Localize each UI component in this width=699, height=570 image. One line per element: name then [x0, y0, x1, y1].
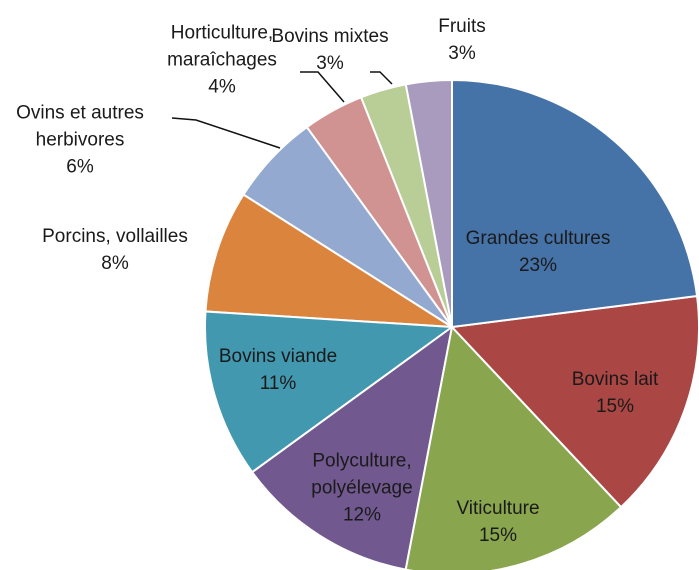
pie-slice — [404, 324, 623, 570]
category-label: Bovins lait — [571, 369, 659, 390]
value-label: 6% — [66, 156, 94, 178]
category-label: Grandes cultures — [465, 228, 611, 249]
pie-slice — [204, 193, 453, 328]
slice-label: Fruits 3% — [412, 13, 512, 67]
slice-label: Viticulture 15% — [428, 495, 568, 549]
value-label: 3% — [448, 43, 476, 64]
slice-label: Polyculture, polyélevage 12% — [292, 448, 432, 529]
slice-label: Bovins mixtes 3% — [260, 23, 400, 77]
category-label: Bovins viande — [218, 346, 338, 367]
category-label: Horticulture, maraîchages — [167, 22, 277, 71]
category-label: Bovins mixtes — [271, 26, 389, 47]
category-label: Fruits — [438, 16, 486, 37]
slice-label: Bovins viande 11% — [193, 343, 363, 397]
slice-label: Ovins et autres herbivores 6% — [0, 100, 175, 181]
leader-line — [171, 117, 281, 149]
value-label: 15% — [595, 396, 635, 417]
slice-label: Horticulture, maraîchages 4% — [152, 20, 292, 101]
value-label: 23% — [518, 255, 558, 276]
slice-label: Bovins lait 15% — [545, 366, 685, 420]
pie-slice — [250, 324, 454, 570]
slice-label: Grandes cultures 23% — [428, 225, 648, 279]
value-label: 15% — [478, 525, 518, 546]
category-label: Ovins et autres herbivores — [16, 102, 144, 151]
category-label: Porcins, vollailles — [42, 226, 188, 247]
category-label: Viticulture — [456, 498, 540, 519]
value-label: 12% — [342, 504, 382, 526]
category-label: Polyculture, polyélevage — [311, 450, 413, 499]
value-label: 11% — [259, 373, 297, 394]
value-label: 8% — [101, 253, 129, 274]
leader-line — [370, 71, 393, 85]
slice-label: Porcins, vollailles 8% — [10, 223, 220, 277]
pie-slice — [204, 310, 455, 474]
value-label: 3% — [316, 53, 344, 74]
leader-line — [300, 71, 345, 103]
value-label: 4% — [208, 76, 236, 98]
pie-slice — [451, 78, 699, 329]
